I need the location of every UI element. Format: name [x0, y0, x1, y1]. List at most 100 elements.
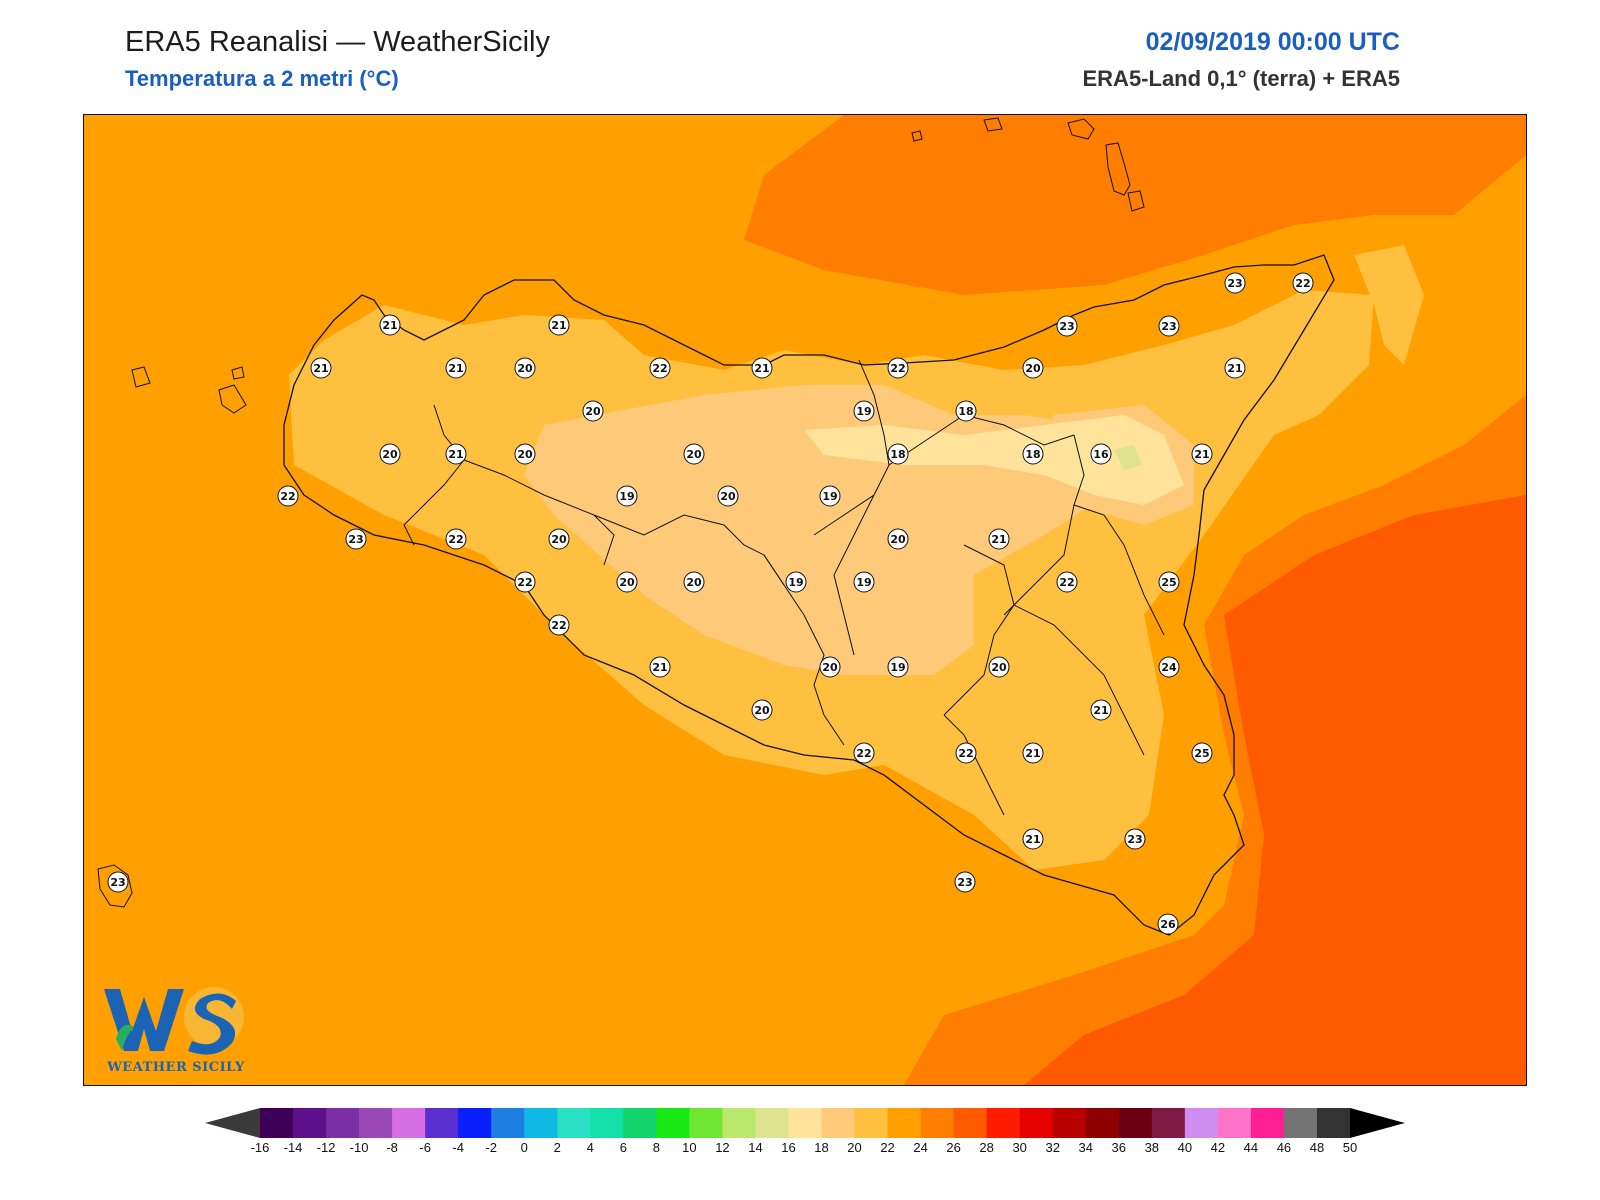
station-marker[interactable]: 21 [1090, 699, 1112, 721]
station-marker[interactable]: 22 [1056, 571, 1078, 593]
station-marker[interactable]: 21 [1022, 742, 1044, 764]
station-value: 26 [1160, 918, 1176, 931]
logo-wordmark: WEATHER SICILY [107, 1060, 245, 1075]
colorbar-swatch [887, 1108, 922, 1138]
station-marker[interactable]: 19 [853, 400, 875, 422]
station-marker[interactable]: 22 [277, 485, 299, 507]
station-marker[interactable]: 22 [548, 614, 570, 636]
station-marker[interactable]: 20 [616, 571, 638, 593]
colorbar-tick-label: 28 [979, 1140, 994, 1155]
station-marker[interactable]: 20 [751, 699, 773, 721]
station-marker[interactable]: 20 [379, 443, 401, 465]
station-value: 21 [1194, 448, 1209, 461]
station-marker[interactable]: 22 [1292, 272, 1314, 294]
station-marker[interactable]: 21 [379, 314, 401, 336]
station-marker[interactable]: 19 [785, 571, 807, 593]
station-value: 20 [686, 448, 702, 461]
station-value: 19 [856, 405, 871, 418]
station-marker[interactable]: 22 [649, 357, 671, 379]
station-marker[interactable]: 25 [1191, 742, 1213, 764]
colorbar-swatch [1217, 1108, 1252, 1138]
station-marker[interactable]: 21 [751, 357, 773, 379]
station-marker[interactable]: 19 [616, 485, 638, 507]
colorbar-swatch [953, 1108, 988, 1138]
station-marker[interactable]: 20 [582, 400, 604, 422]
colorbar-swatch [557, 1108, 591, 1138]
station-marker[interactable]: 20 [988, 656, 1010, 678]
field-14-16 [1114, 445, 1142, 470]
colorbar-swatch [689, 1108, 723, 1138]
station-marker[interactable]: 23 [345, 528, 367, 550]
station-marker[interactable]: 21 [548, 314, 570, 336]
station-marker[interactable]: 26 [1157, 913, 1179, 935]
station-marker[interactable]: 19 [853, 571, 875, 593]
station-marker[interactable]: 23 [107, 871, 129, 893]
station-value: 21 [1025, 747, 1040, 760]
station-marker[interactable]: 20 [514, 443, 536, 465]
station-marker[interactable]: 20 [717, 485, 739, 507]
station-marker[interactable]: 20 [887, 528, 909, 550]
station-marker[interactable]: 23 [1056, 315, 1078, 337]
station-value: 21 [1025, 833, 1040, 846]
station-marker[interactable]: 21 [649, 656, 671, 678]
colorbar-tick-label: 14 [748, 1140, 763, 1155]
station-value: 19 [890, 661, 905, 674]
station-marker[interactable]: 23 [1158, 315, 1180, 337]
weathersicily-logo: WEATHER SICILY [96, 979, 256, 1075]
station-marker[interactable]: 22 [853, 742, 875, 764]
map-datetime: 02/09/2019 00:00 UTC [1145, 28, 1400, 56]
station-marker[interactable]: 16 [1090, 443, 1112, 465]
colorbar-swatch [425, 1108, 459, 1138]
station-marker[interactable]: 18 [887, 443, 909, 465]
station-marker[interactable]: 20 [548, 528, 570, 550]
station-marker[interactable]: 25 [1158, 571, 1180, 593]
station-marker[interactable]: 18 [1022, 443, 1044, 465]
colorbar-tick-label: 34 [1078, 1140, 1093, 1155]
station-marker[interactable]: 21 [445, 357, 467, 379]
field-20-22-calabria [1354, 245, 1424, 365]
colorbar-swatch [326, 1108, 360, 1138]
coastline [283, 254, 1335, 936]
station-marker[interactable]: 23 [1124, 828, 1146, 850]
colorbar-swatch [656, 1108, 690, 1138]
colorbar-swatch [722, 1108, 756, 1138]
station-marker[interactable]: 24 [1158, 656, 1180, 678]
station-marker[interactable]: 21 [310, 357, 332, 379]
colorbar-swatch [623, 1108, 657, 1138]
station-value: 22 [517, 576, 532, 589]
station-marker[interactable]: 22 [514, 571, 536, 593]
station-marker[interactable]: 20 [514, 357, 536, 379]
station-marker[interactable]: 21 [445, 443, 467, 465]
station-marker[interactable]: 20 [819, 656, 841, 678]
colorbar-swatch [491, 1108, 525, 1138]
station-value: 21 [551, 319, 566, 332]
station-value: 19 [822, 490, 837, 503]
station-marker[interactable]: 21 [1022, 828, 1044, 850]
colorbar-tick-label: 2 [553, 1140, 561, 1155]
station-marker[interactable]: 19 [887, 656, 909, 678]
station-marker[interactable]: 23 [1224, 272, 1246, 294]
map-title: ERA5 Reanalisi — WeatherSicily [125, 26, 550, 58]
station-marker[interactable]: 23 [954, 871, 976, 893]
colorbar-tick-label: 44 [1243, 1140, 1259, 1155]
station-value: 19 [788, 576, 803, 589]
station-value: 23 [110, 876, 125, 889]
station-marker[interactable]: 18 [955, 400, 977, 422]
colorbar-tick-label: 36 [1111, 1140, 1127, 1155]
colorbar-tick-label: 12 [715, 1140, 730, 1155]
station-marker[interactable]: 21 [1224, 357, 1246, 379]
colorbar-tick-label: -12 [316, 1140, 336, 1155]
station-marker[interactable]: 21 [988, 528, 1010, 550]
station-marker[interactable]: 22 [445, 528, 467, 550]
station-marker[interactable]: 20 [683, 443, 705, 465]
colorbar-tick-label: 18 [814, 1140, 829, 1155]
colorbar-tick-label: -6 [419, 1140, 431, 1155]
colorbar-tick-label: 32 [1045, 1140, 1060, 1155]
station-marker[interactable]: 20 [683, 571, 705, 593]
colorbar-tick-label: 26 [946, 1140, 961, 1155]
station-marker[interactable]: 21 [1191, 443, 1213, 465]
station-marker[interactable]: 22 [955, 742, 977, 764]
station-marker[interactable]: 19 [819, 485, 841, 507]
station-marker[interactable]: 22 [887, 357, 909, 379]
station-marker[interactable]: 20 [1022, 357, 1044, 379]
